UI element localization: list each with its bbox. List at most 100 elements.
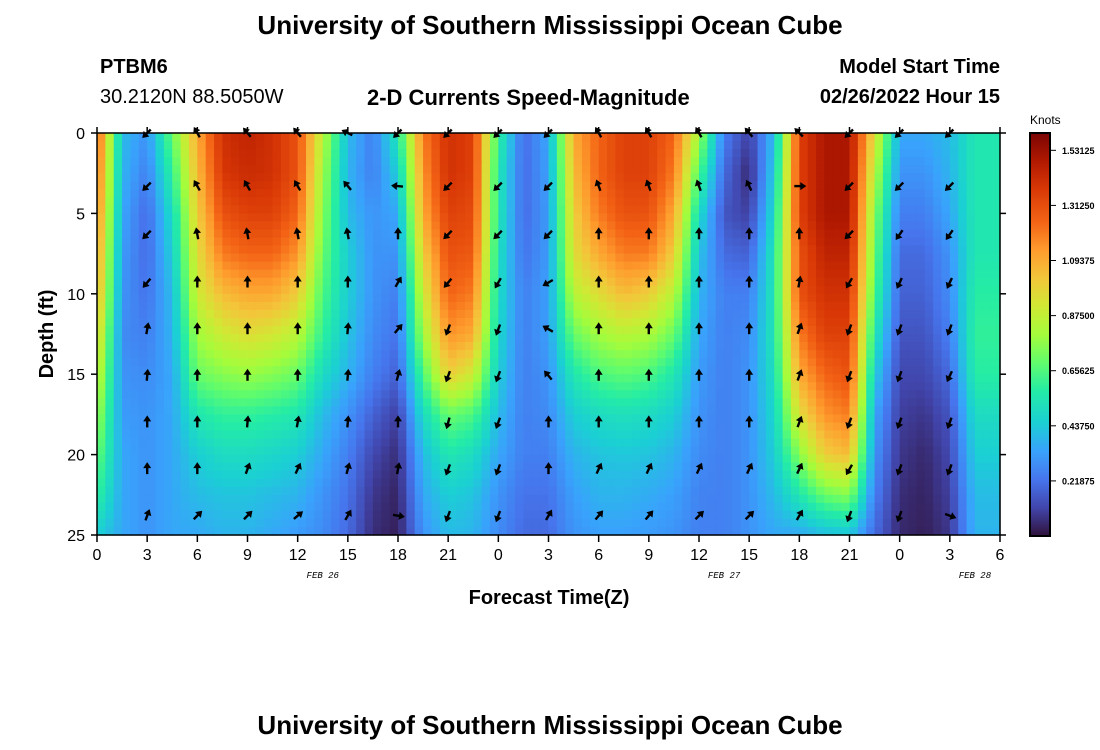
heatmap-cell bbox=[423, 149, 433, 158]
heatmap-cell bbox=[882, 213, 892, 223]
heatmap-cell bbox=[682, 285, 692, 295]
heatmap-cell bbox=[807, 181, 817, 190]
heatmap-cell bbox=[816, 205, 826, 214]
heatmap-cell bbox=[473, 261, 483, 271]
heatmap-cell bbox=[431, 358, 441, 367]
heatmap-cell bbox=[598, 350, 608, 359]
heatmap-cell bbox=[489, 309, 499, 319]
heatmap-cell bbox=[899, 197, 909, 206]
heatmap-cell bbox=[464, 245, 474, 255]
heatmap-cell bbox=[565, 462, 575, 472]
heatmap-cell bbox=[682, 245, 692, 255]
heatmap-cell bbox=[130, 277, 140, 287]
heatmap-cell bbox=[448, 253, 458, 263]
heatmap-cell bbox=[841, 422, 851, 432]
heatmap-cell bbox=[473, 398, 483, 407]
heatmap-cell bbox=[841, 390, 851, 399]
heatmap-cell bbox=[607, 253, 616, 263]
heatmap-cell bbox=[740, 486, 750, 496]
heatmap-cell bbox=[414, 422, 424, 432]
heatmap-cell bbox=[799, 149, 809, 158]
heatmap-cell bbox=[180, 334, 190, 343]
heatmap-cell bbox=[740, 149, 750, 158]
heatmap-cell bbox=[556, 342, 566, 351]
heatmap-cell bbox=[389, 317, 399, 327]
heatmap-cell bbox=[556, 502, 566, 512]
heatmap-cell bbox=[590, 430, 600, 440]
heatmap-cell bbox=[573, 454, 583, 464]
heatmap-cell bbox=[406, 165, 416, 174]
heatmap-cell bbox=[197, 502, 207, 512]
heatmap-cell bbox=[707, 165, 717, 174]
heatmap-cell bbox=[306, 221, 315, 231]
heatmap-cell bbox=[481, 478, 491, 488]
heatmap-cell bbox=[113, 245, 123, 255]
heatmap-cell bbox=[908, 253, 917, 263]
heatmap-cell bbox=[857, 382, 867, 391]
heatmap-cell bbox=[322, 221, 332, 231]
heatmap-cell bbox=[690, 406, 700, 415]
heatmap-cell bbox=[113, 317, 123, 327]
heatmap-cell bbox=[665, 229, 675, 239]
heatmap-cell bbox=[347, 181, 357, 190]
heatmap-cell bbox=[807, 446, 817, 456]
heatmap-cell bbox=[757, 510, 767, 520]
heatmap-cell bbox=[765, 197, 775, 206]
heatmap-cell bbox=[740, 510, 750, 520]
heatmap-cell bbox=[590, 334, 600, 343]
heatmap-cell bbox=[782, 454, 792, 464]
heatmap-cell bbox=[172, 430, 182, 440]
heatmap-cell bbox=[916, 197, 926, 206]
heatmap-cell bbox=[481, 382, 491, 391]
heatmap-cell bbox=[523, 189, 533, 198]
heatmap-cell bbox=[347, 374, 357, 383]
heatmap-cell bbox=[615, 149, 625, 158]
heatmap-cell bbox=[590, 374, 600, 383]
heatmap-cell bbox=[857, 317, 867, 327]
heatmap-cell bbox=[523, 438, 533, 448]
heatmap-cell bbox=[673, 261, 683, 271]
heatmap-cell bbox=[765, 149, 775, 158]
heatmap-cell bbox=[331, 229, 341, 239]
heatmap-cell bbox=[598, 334, 608, 343]
heatmap-cell bbox=[414, 382, 424, 391]
heatmap-cell bbox=[230, 213, 240, 223]
heatmap-cell bbox=[866, 470, 876, 480]
heatmap-cell bbox=[448, 478, 458, 488]
heatmap-cell bbox=[515, 438, 525, 448]
heatmap-cell bbox=[297, 502, 307, 512]
heatmap-cell bbox=[598, 398, 608, 407]
heatmap-cell bbox=[774, 293, 784, 303]
heatmap-cell bbox=[464, 470, 474, 480]
heatmap-cell bbox=[222, 165, 232, 174]
heatmap-cell bbox=[498, 518, 508, 528]
heatmap-cell bbox=[381, 510, 391, 520]
heatmap-cell bbox=[807, 197, 817, 206]
heatmap-cell bbox=[724, 414, 734, 424]
heatmap-cell bbox=[774, 422, 784, 432]
heatmap-cell bbox=[824, 221, 834, 231]
heatmap-cell bbox=[180, 342, 190, 351]
heatmap-cell bbox=[623, 382, 633, 391]
heatmap-cell bbox=[489, 334, 499, 343]
heatmap-cell bbox=[665, 342, 675, 351]
heatmap-cell bbox=[874, 502, 884, 512]
heatmap-cell bbox=[908, 366, 917, 375]
heatmap-cell bbox=[607, 269, 616, 279]
heatmap-cell bbox=[882, 494, 892, 504]
heatmap-cell bbox=[749, 454, 759, 464]
heatmap-cell bbox=[841, 398, 851, 407]
heatmap-cell bbox=[531, 478, 541, 488]
heatmap-cell bbox=[882, 293, 892, 303]
heatmap-cell bbox=[841, 181, 851, 190]
heatmap-cell bbox=[481, 325, 491, 335]
heatmap-cell bbox=[122, 398, 132, 407]
heatmap-cell bbox=[607, 510, 616, 520]
heatmap-cell bbox=[924, 309, 934, 319]
heatmap-cell bbox=[473, 422, 483, 432]
heatmap-cell bbox=[749, 181, 759, 190]
heatmap-cell bbox=[816, 317, 826, 327]
heatmap-cell bbox=[414, 510, 424, 520]
heatmap-cell bbox=[372, 253, 382, 263]
heatmap-cell bbox=[289, 165, 299, 174]
